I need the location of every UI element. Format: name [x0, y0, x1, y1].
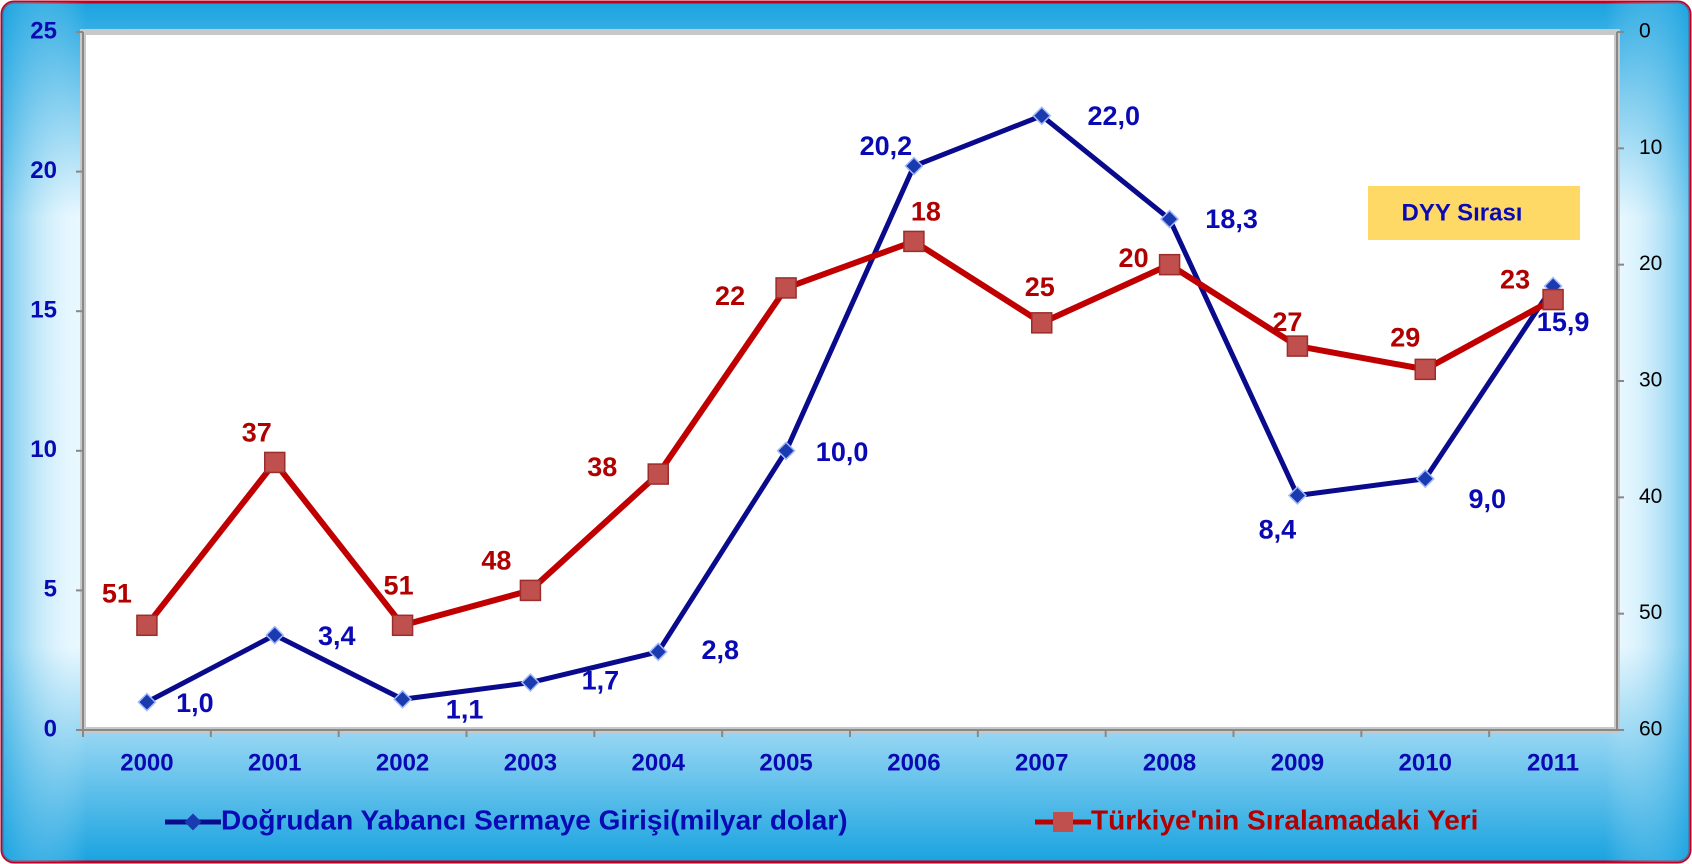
y2-tick-label: 50	[1639, 601, 1662, 624]
x-tick-label: 2008	[1143, 749, 1196, 776]
y2-tick-label: 10	[1639, 136, 1662, 159]
y-tick-label: 25	[30, 17, 57, 44]
series-line	[144, 238, 1555, 629]
data-label: 48	[481, 546, 511, 576]
marker	[1415, 469, 1435, 489]
y-tick-label: 5	[44, 576, 57, 603]
data-label: 15,9	[1537, 307, 1590, 337]
data-label: 20	[1119, 243, 1149, 273]
plot-area	[80, 29, 1620, 733]
y-tick-label: 20	[30, 157, 57, 184]
x-tick-label: 2011	[1527, 749, 1579, 776]
legend-label: Türkiye'nin Sıralamadaki Yeri	[1091, 804, 1478, 835]
annotation: DYY Sırası	[1402, 199, 1523, 226]
marker	[1287, 485, 1307, 506]
legend-label: Doğrudan Yabancı Sermaye Girişi(milyar d…	[221, 804, 848, 835]
x-tick-label: 2010	[1399, 749, 1452, 776]
data-label: 18,3	[1205, 204, 1258, 234]
data-label: 22	[715, 281, 745, 311]
marker	[904, 156, 924, 176]
x-tick-label: 2009	[1271, 749, 1324, 776]
marker	[137, 692, 157, 712]
marker	[520, 672, 540, 693]
data-label: 37	[242, 418, 272, 448]
y2-tick-label: 60	[1639, 718, 1662, 741]
x-tick-label: 2007	[1015, 749, 1068, 776]
data-label: 23	[1500, 265, 1530, 295]
data-label: 2,8	[701, 635, 739, 665]
legend-marker	[1053, 812, 1073, 832]
marker	[776, 441, 796, 461]
marker	[1032, 106, 1052, 126]
data-label: 8,4	[1259, 515, 1297, 545]
data-label: 22,0	[1087, 101, 1140, 131]
data-label: 1,0	[176, 688, 214, 718]
y2-tick-label: 0	[1639, 20, 1651, 43]
y2-tick-label: 20	[1639, 252, 1662, 275]
marker	[519, 579, 542, 602]
marker	[393, 689, 413, 709]
x-tick-label: 2001	[248, 749, 301, 776]
x-tick-label: 2004	[632, 749, 686, 776]
y-tick-label: 15	[30, 297, 57, 324]
marker	[903, 230, 925, 253]
data-label: 51	[384, 570, 414, 600]
y-tick-label: 0	[44, 715, 57, 742]
marker	[647, 463, 669, 485]
marker	[264, 451, 286, 474]
data-label: 29	[1390, 322, 1420, 352]
data-label: 25	[1025, 272, 1055, 302]
x-tick-label: 2002	[376, 749, 429, 776]
marker	[1542, 288, 1564, 311]
marker	[775, 277, 797, 299]
data-label: 27	[1272, 307, 1302, 337]
marker	[1414, 358, 1436, 381]
y-tick-label: 10	[30, 436, 57, 463]
series-line	[145, 113, 1556, 705]
data-label: 3,4	[318, 621, 356, 651]
data-label: 1,1	[446, 694, 484, 724]
x-tick-label: 2000	[120, 749, 173, 776]
x-tick-label: 2003	[504, 749, 557, 776]
marker	[391, 614, 414, 637]
data-label: 51	[102, 578, 132, 608]
marker	[265, 625, 285, 645]
y2-tick-label: 40	[1639, 485, 1662, 508]
annotation-box	[1368, 186, 1580, 240]
marker	[1031, 312, 1053, 334]
y2-tick-label: 30	[1639, 369, 1662, 392]
x-tick-label: 2006	[887, 749, 940, 776]
marker	[1158, 253, 1181, 276]
data-label: 18	[911, 197, 941, 227]
marker	[648, 642, 668, 662]
data-label: 1,7	[582, 666, 620, 696]
data-label: 20,2	[860, 131, 913, 161]
data-label: 38	[587, 452, 617, 482]
marker	[136, 614, 158, 637]
legend-marker	[184, 813, 202, 831]
x-tick-label: 2005	[759, 749, 812, 776]
data-label: 10,0	[816, 437, 869, 467]
marker	[1160, 209, 1180, 229]
marker	[1286, 335, 1309, 357]
data-label: 9,0	[1468, 484, 1506, 514]
